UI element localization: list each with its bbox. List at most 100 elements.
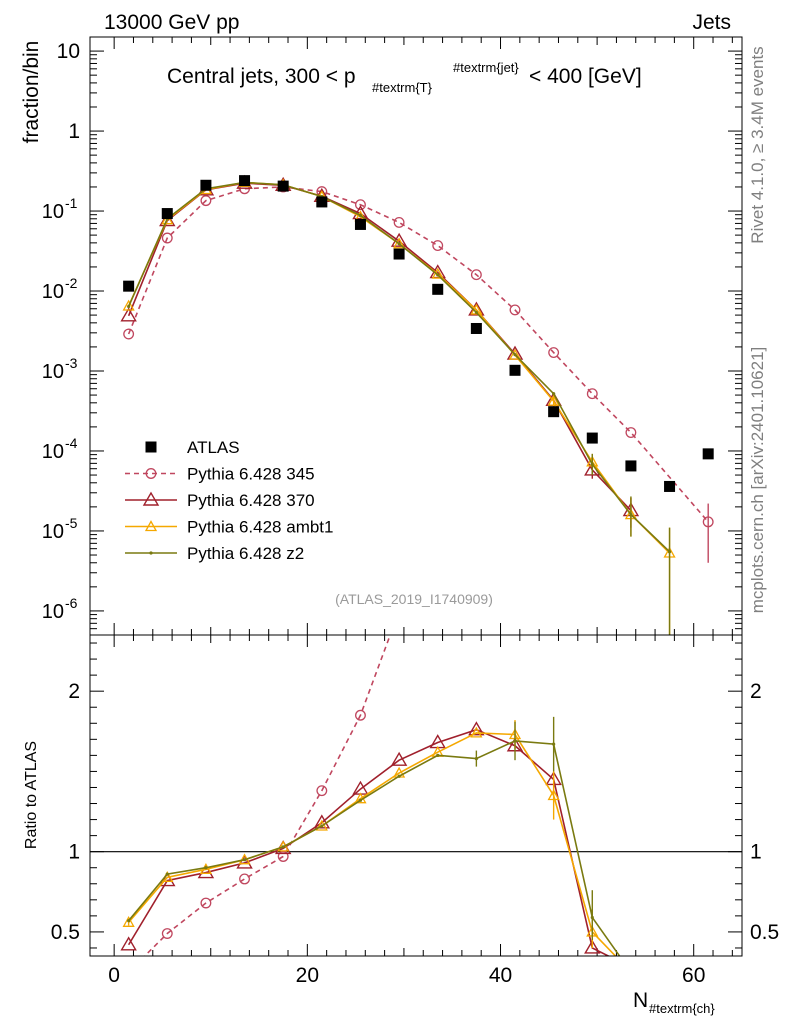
- point-pythia-6-428-345: [200, 195, 212, 207]
- ratio-point-pythia-6-428-z2: [165, 872, 169, 876]
- ratio-point-pythia-6-428-345: [200, 897, 212, 909]
- point-pythia-6-428-345: [432, 240, 444, 252]
- side-label-rivet: Rivet 4.1.0, ≥ 3.4M events: [748, 46, 767, 243]
- ratio-line-pythia-6-428-ambt1: [128, 732, 617, 956]
- point-pythia-6-428-345: [548, 347, 560, 359]
- ratio-point-pythia-6-428-345: [316, 785, 328, 797]
- ratio-point-pythia-6-428-z2: [590, 915, 594, 920]
- x-tick-label: 60: [682, 964, 705, 987]
- y-tick-label: 10: [42, 521, 64, 543]
- ratio-point-pythia-6-428-345: [355, 709, 366, 721]
- y-tick-label-exponent: -1: [65, 195, 78, 211]
- ratio-point-pythia-6-428-z2: [358, 798, 363, 802]
- ratio-point-pythia-6-428-345: [239, 873, 250, 885]
- ratio-point-pythia-6-428-370: [120, 936, 137, 951]
- point-atlas: [316, 196, 328, 208]
- point-atlas: [277, 180, 289, 192]
- ratio-point-pythia-6-428-z2: [242, 858, 247, 862]
- ratio-point-pythia-6-428-370: [468, 721, 485, 736]
- point-pythia-6-428-z2: [127, 304, 131, 309]
- point-pythia-6-428-370: [352, 205, 369, 220]
- ratio-line-pythia-6-428-345: [143, 635, 392, 956]
- x-axis-label-main: N: [633, 989, 648, 1012]
- ratio-point-pythia-6-428-ambt1: [122, 915, 135, 927]
- point-atlas: [470, 322, 482, 334]
- point-atlas: [393, 248, 405, 260]
- point-atlas: [161, 208, 173, 220]
- point-pythia-6-428-345: [509, 304, 521, 316]
- point-pythia-6-428-z2: [397, 242, 401, 246]
- ratio-y-tick-label-right: 2: [750, 680, 762, 703]
- point-pythia-6-428-ambt1: [547, 394, 560, 406]
- point-atlas: [354, 218, 366, 230]
- ratio-line-pythia-6-428-370: [127, 728, 611, 956]
- title-superscript: #textrm{jet}: [453, 60, 519, 75]
- point-pythia-6-428-z2: [629, 513, 633, 517]
- point-pythia-6-428-345: [470, 269, 482, 281]
- point-pythia-6-428-ambt1: [161, 213, 174, 225]
- ratio-point-pythia-6-428-z2: [513, 739, 517, 743]
- ratio-axes: 0 20 40 60 0.5 0.5 1 1 2 2: [51, 635, 779, 987]
- ratio-point-pythia-6-428-z2: [204, 866, 208, 870]
- analysis-id-label: (ATLAS_2019_I1740909): [335, 591, 493, 607]
- ratio-series-layer: [120, 635, 621, 956]
- point-pythia-6-428-ambt1: [122, 299, 135, 311]
- point-atlas: [123, 280, 135, 292]
- y-tick-label: 10: [42, 441, 64, 463]
- ratio-point-pythia-6-428-z2: [552, 742, 556, 746]
- legend-marker-pythia-6-428-345: [145, 468, 157, 479]
- y-tick-label-exponent: -5: [65, 515, 78, 531]
- point-pythia-6-428-345: [123, 328, 135, 340]
- point-atlas: [200, 179, 212, 191]
- x-tick-label: 40: [489, 964, 512, 987]
- ratio-point-pythia-6-428-z2: [127, 919, 131, 923]
- point-pythia-6-428-370: [120, 307, 137, 322]
- main-plot-title: Central jets, 300 < p #textrm{T} #textrm…: [167, 60, 642, 95]
- ratio-point-pythia-6-428-z2: [474, 756, 478, 761]
- point-atlas: [432, 283, 444, 295]
- y-tick-label: 1: [68, 120, 80, 143]
- legend-marker-pythia-6-428-z2: [149, 551, 153, 555]
- point-pythia-6-428-z2: [474, 310, 478, 315]
- point-atlas: [664, 480, 676, 492]
- legend: ATLAS Pythia 6.428 345 Pythia 6.428 370 Pyt…: [125, 438, 333, 563]
- ratio-point-pythia-6-428-z2: [436, 753, 440, 757]
- ratio-point-pythia-6-428-345: [277, 851, 289, 862]
- y-tick-label: 10: [42, 281, 64, 303]
- legend-label-pythia-6-428-z2: Pythia 6.428 z2: [187, 544, 304, 563]
- y-tick-label-exponent: -2: [65, 275, 78, 291]
- ratio-point-pythia-6-428-ambt1: [315, 819, 328, 831]
- point-atlas: [548, 406, 560, 418]
- legend-label-atlas: ATLAS: [187, 438, 240, 457]
- ratio-point-pythia-6-428-370: [313, 814, 331, 829]
- y-tick-label: 10: [42, 361, 64, 383]
- ratio-point-pythia-6-428-370: [584, 939, 601, 954]
- x-tick-label: 0: [108, 964, 120, 987]
- point-atlas: [702, 448, 714, 460]
- energy-label: 13000 GeV pp: [104, 11, 239, 34]
- title-part-b: < 400 [GeV]: [529, 65, 642, 88]
- side-label-reference: mcplots.cern.ch [arXiv:2401.10621]: [748, 347, 767, 613]
- process-label: Jets: [692, 11, 731, 34]
- y-tick-label: 10: [42, 201, 64, 223]
- ratio-plot-frame: [89, 634, 743, 957]
- legend-marker-atlas: [145, 441, 157, 453]
- ratio-y-tick-label-right: 1: [750, 841, 762, 864]
- point-pythia-6-428-345: [586, 388, 598, 400]
- ratio-point-pythia-6-428-z2: [281, 845, 285, 849]
- point-pythia-6-428-ambt1: [508, 348, 522, 360]
- legend-label-pythia-6-428-ambt1: Pythia 6.428 ambt1: [187, 518, 333, 537]
- point-pythia-6-428-ambt1: [392, 237, 406, 249]
- x-axis-label-subscript: #textrm{ch}: [649, 1001, 715, 1016]
- legend-label-pythia-6-428-370: Pythia 6.428 370: [187, 491, 315, 510]
- x-tick-label: 20: [296, 964, 319, 987]
- point-atlas: [586, 432, 598, 444]
- point-atlas: [239, 175, 251, 187]
- y-tick-label-exponent: -4: [65, 435, 78, 451]
- ratio-point-pythia-6-428-345: [161, 928, 173, 939]
- point-pythia-6-428-345: [161, 232, 173, 244]
- title-subscript: #textrm{T}: [372, 80, 433, 95]
- ratio-point-pythia-6-428-z2: [320, 824, 324, 828]
